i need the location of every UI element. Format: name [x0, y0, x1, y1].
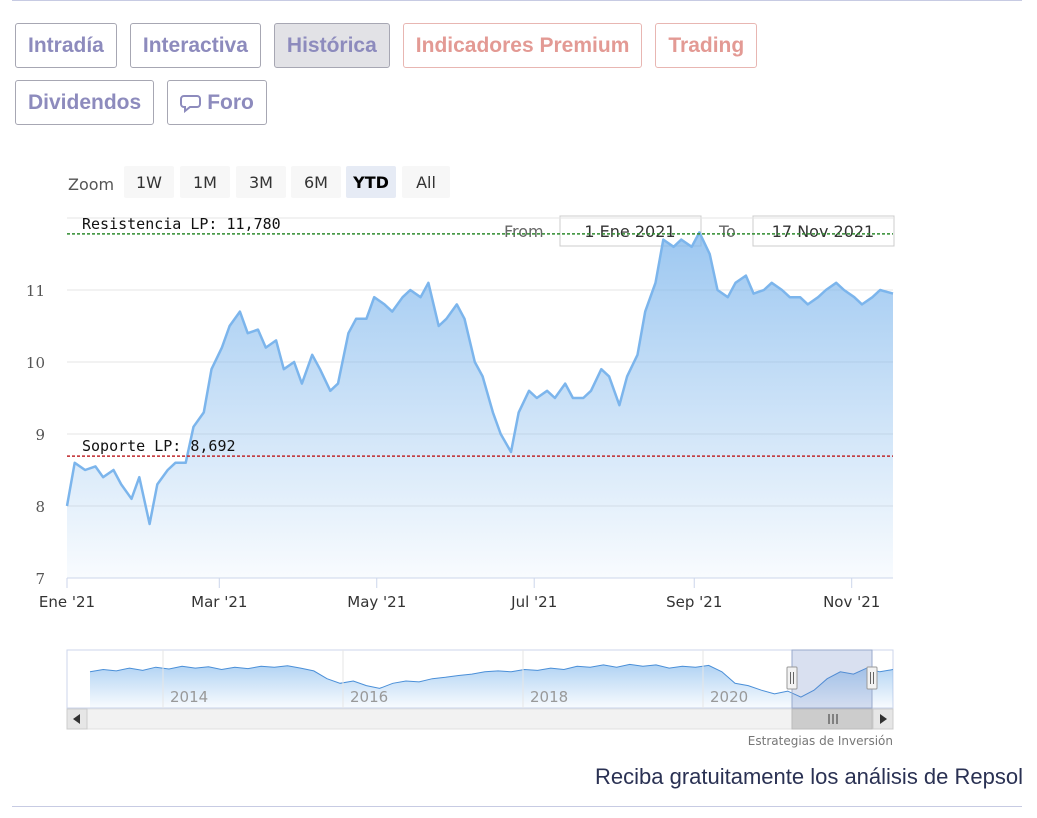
zoom-label: Zoom — [68, 175, 114, 194]
navigator-year-label: 2018 — [530, 688, 568, 706]
price-area-fill — [67, 232, 893, 578]
support-label: Soporte LP: 8,692 — [82, 437, 236, 455]
footer-cta[interactable]: Reciba gratuitamente los análisis de Rep… — [594, 764, 1023, 789]
to-date-value[interactable]: 17 Nov 2021 — [772, 222, 874, 241]
zoom-button-3m[interactable] — [236, 166, 286, 198]
y-tick-label: 9 — [35, 426, 45, 444]
tab-foro[interactable]: Foro — [167, 80, 267, 125]
zoom-button-label[interactable]: 1M — [193, 173, 217, 192]
from-label: From — [504, 222, 544, 241]
x-tick-label: Sep '21 — [666, 593, 722, 611]
tab-row-primary: Intradía Interactiva Histórica Indicadores … — [15, 23, 758, 68]
y-tick-label: 8 — [35, 498, 45, 516]
tab-label: Interactiva — [142, 33, 248, 57]
arrow-left-icon — [73, 714, 80, 724]
navigator-line — [89, 663, 894, 698]
bottom-divider — [12, 806, 1022, 807]
tab-label: Trading — [668, 33, 745, 57]
resistance-label: Resistencia LP: 11,780 — [82, 215, 281, 233]
navigator-area — [90, 664, 893, 708]
x-tick-label: Jul '21 — [510, 593, 557, 611]
zoom-button-label[interactable]: 3M — [249, 173, 273, 192]
zoom-button-label[interactable]: 6M — [304, 173, 328, 192]
tab-indicadores-premium[interactable]: Indicadores Premium — [402, 23, 643, 68]
zoom-button-label[interactable]: All — [416, 173, 436, 192]
tab-intradia[interactable]: Intradía — [15, 23, 117, 68]
zoom-button-1m[interactable] — [180, 166, 230, 198]
top-divider — [12, 0, 1022, 1]
navigator-selected-range[interactable] — [791, 649, 873, 709]
zoom-button-label[interactable]: YTD — [352, 173, 389, 192]
x-tick-label: Nov '21 — [823, 593, 880, 611]
x-tick-label: Mar '21 — [191, 593, 247, 611]
from-date-value[interactable]: 1 Ene 2021 — [584, 222, 675, 241]
tab-historica[interactable]: Histórica — [273, 23, 390, 68]
zoom-button-ytd[interactable] — [346, 166, 396, 198]
zoom-button-all[interactable] — [402, 166, 450, 198]
tab-dividendos[interactable]: Dividendos — [15, 80, 155, 125]
tab-trading[interactable]: Trading — [655, 23, 758, 68]
zoom-button-1w[interactable] — [124, 166, 174, 198]
tab-row-secondary: Dividendos Foro — [15, 80, 267, 125]
chat-bubble-icon — [180, 93, 202, 113]
y-tick-label: 11 — [26, 282, 45, 300]
price-series-line — [65, 231, 894, 526]
navigator-year-label: 2016 — [350, 688, 388, 706]
navigator-handle-right[interactable] — [866, 666, 878, 690]
zoom-button-label[interactable]: 1W — [136, 173, 162, 192]
scrollbar-track[interactable] — [66, 708, 894, 730]
zoom-button-6m[interactable] — [291, 166, 341, 198]
from-date-input[interactable] — [559, 215, 702, 247]
tab-label: Histórica — [286, 33, 377, 57]
to-label: To — [718, 222, 736, 241]
tab-label: Indicadores Premium — [415, 33, 630, 57]
navigator-year-label: 2014 — [170, 688, 208, 706]
y-tick-label: 10 — [26, 354, 45, 372]
scrollbar-thumb[interactable] — [791, 708, 873, 730]
x-tick-label: May '21 — [347, 593, 406, 611]
tab-label: Dividendos — [28, 90, 142, 114]
chart-credits[interactable]: Estrategias de Inversión — [748, 734, 893, 748]
arrow-right-icon — [880, 714, 887, 724]
navigator-year-label: 2020 — [710, 688, 748, 706]
tab-label: Foro — [207, 90, 254, 114]
y-tick-label: 7 — [35, 570, 45, 588]
navigator-handle-left[interactable] — [786, 666, 798, 690]
stock-chart: Zoom 1W 1M 3M 6M YTD All From 1 Ene 2021 To 17 Nov… — [26, 166, 895, 748]
tab-label: Intradía — [28, 33, 104, 57]
tab-interactiva[interactable]: Interactiva — [129, 23, 261, 68]
to-date-input[interactable] — [752, 215, 895, 247]
x-tick-label: Ene '21 — [39, 593, 95, 611]
